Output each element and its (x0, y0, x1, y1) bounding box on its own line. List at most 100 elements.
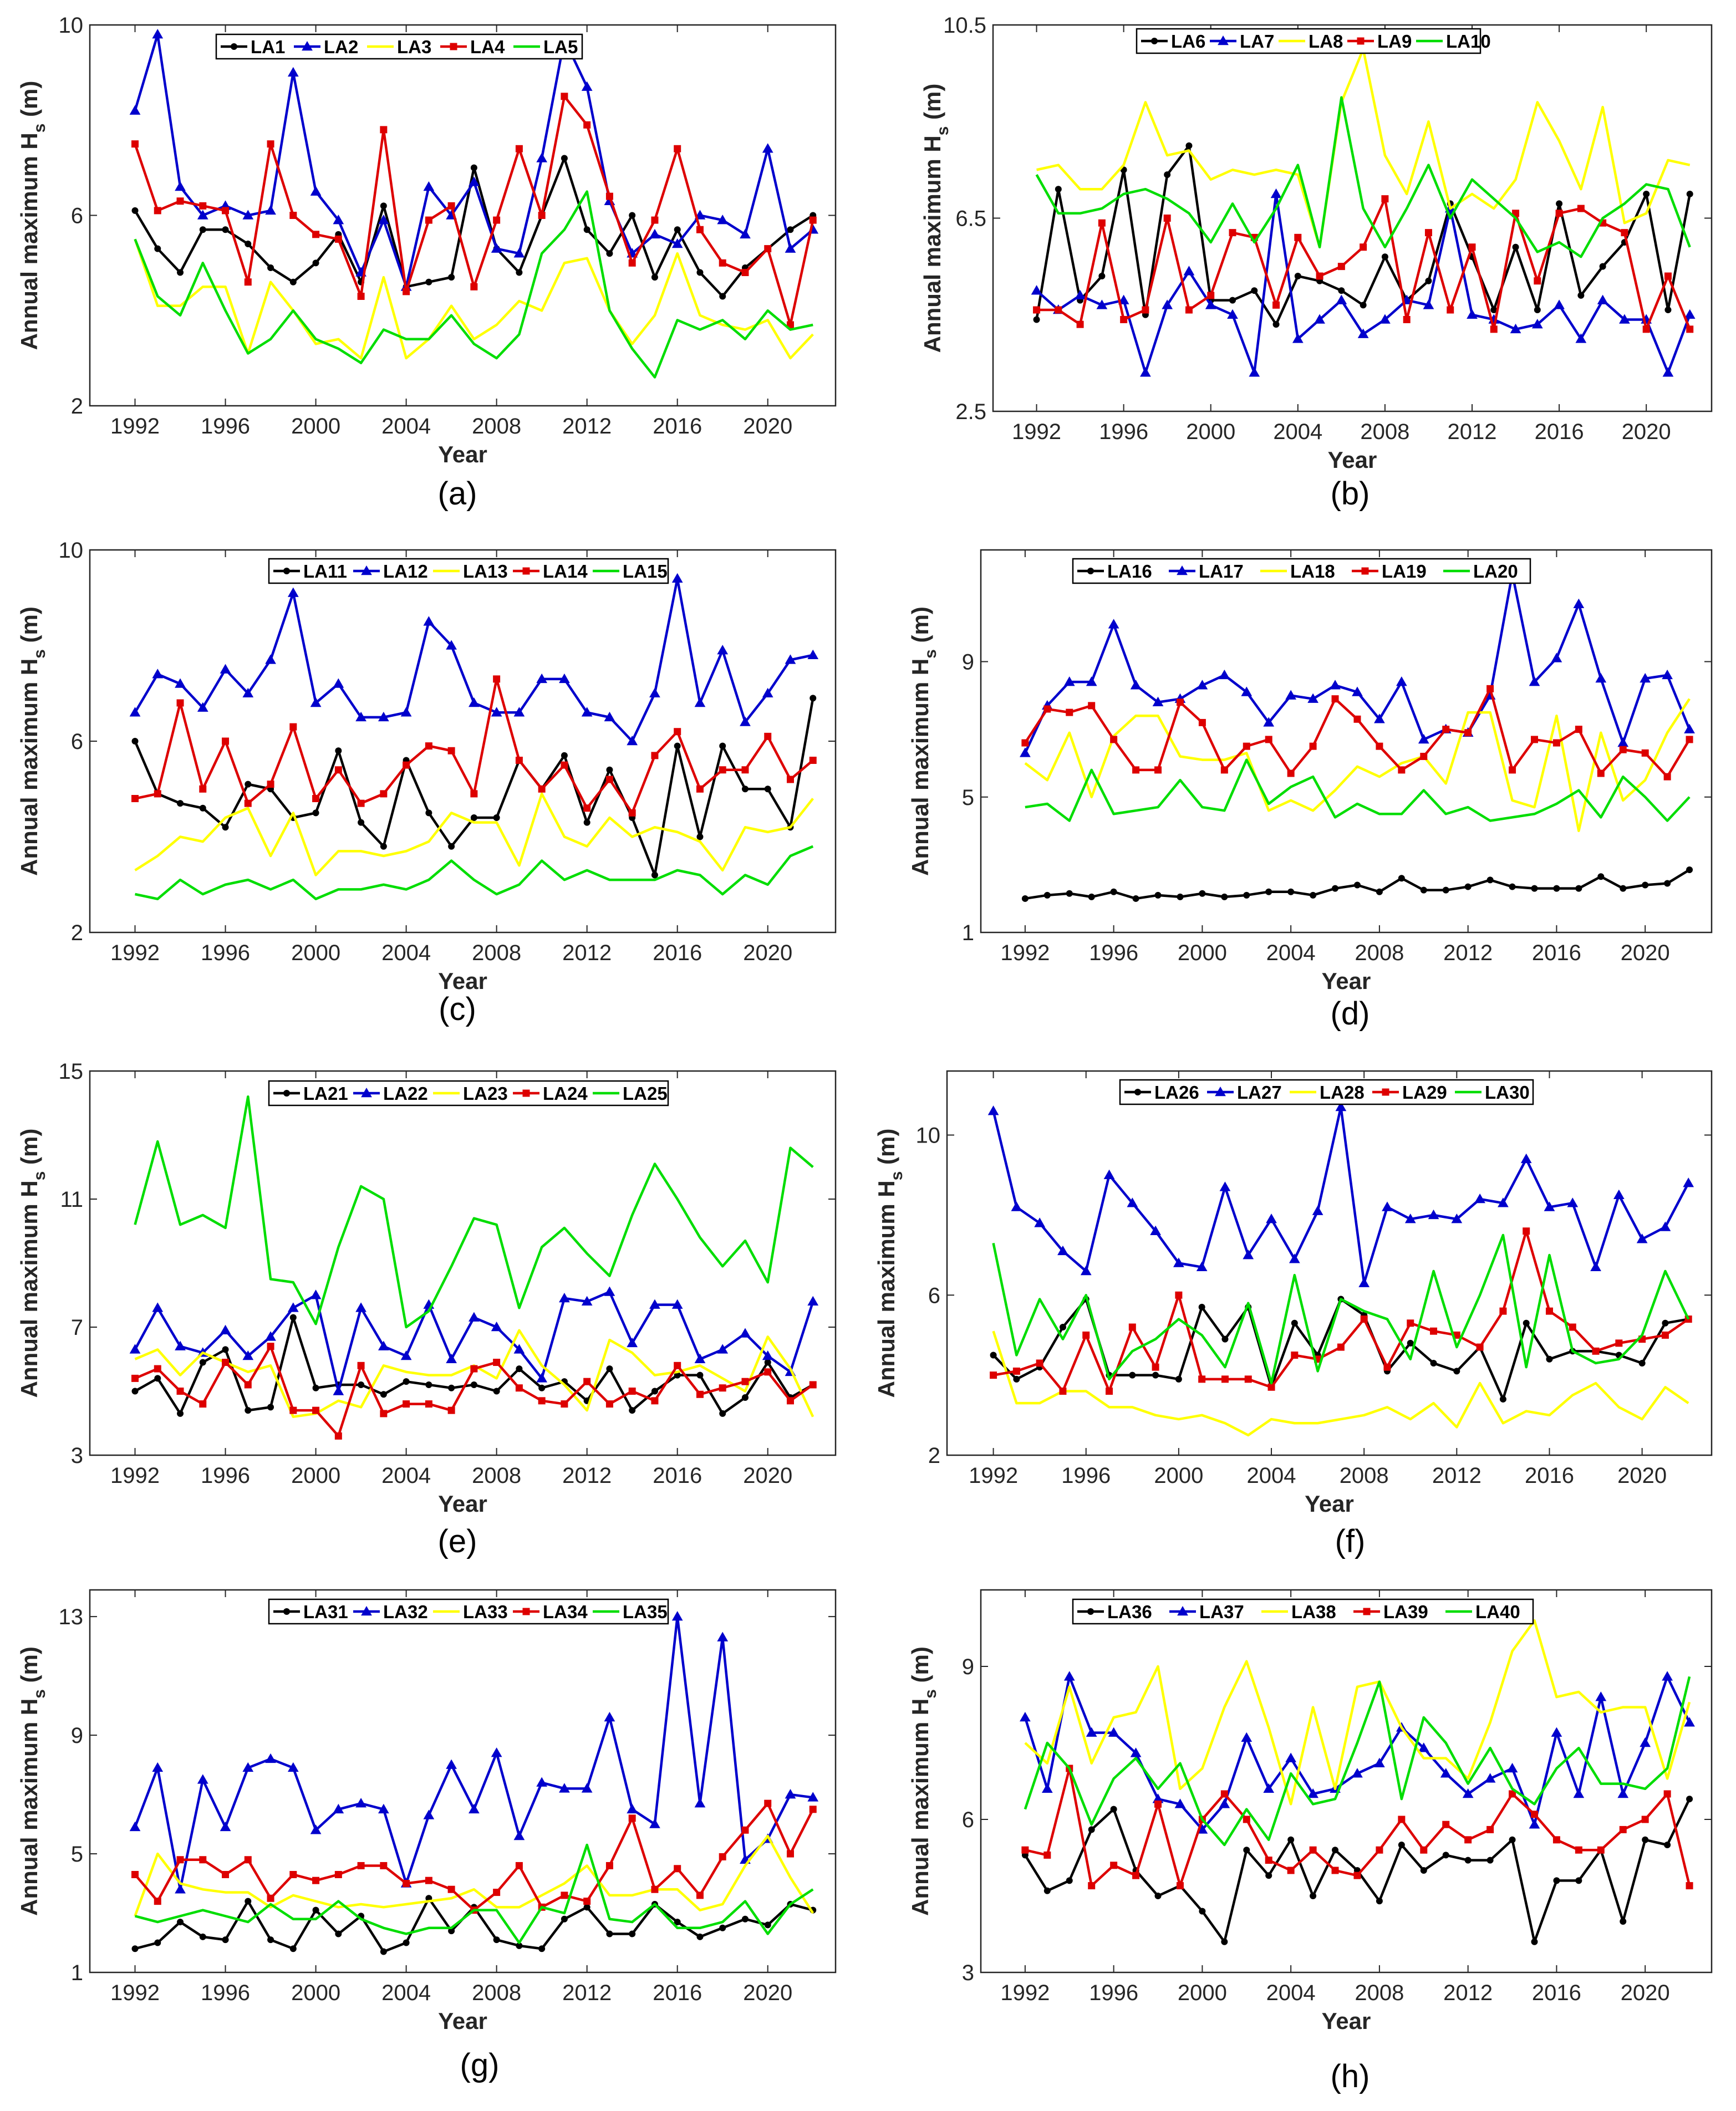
panel-h-line-la40 (1024, 1676, 1691, 1847)
panel-e-point-la24 (515, 1384, 523, 1392)
panel-b-point-la7 (1379, 314, 1391, 324)
panel-b-point-la9 (1076, 320, 1084, 328)
panel-e-point-la24 (403, 1400, 410, 1408)
panel-h-point-la36 (1043, 1887, 1051, 1894)
panel-d-point-la17 (1418, 733, 1429, 744)
panel-a-ylabel: Annual maximum Hs (m) (16, 81, 49, 350)
panel-g-point-la32 (175, 1884, 186, 1894)
panel-f-ylabel-sub: s (888, 1171, 906, 1181)
panel-f-point-la27 (1683, 1177, 1694, 1187)
panel-a-point-la1 (245, 241, 252, 248)
panel-e-point-la24 (651, 1397, 659, 1405)
panel-d-point-la16 (1642, 881, 1649, 889)
panel-h-point-la37 (1662, 1671, 1673, 1681)
panel-a-point-la2 (378, 215, 389, 225)
panel-g-point-la31 (267, 1936, 274, 1944)
panel-d-point-la16 (1353, 881, 1361, 889)
panel-b-legend-label-la9: LA9 (1377, 31, 1412, 52)
panel-c-point-la12 (740, 716, 751, 726)
panel-f-point-la26 (1059, 1324, 1066, 1330)
panel-a-point-la4 (334, 235, 342, 243)
panel-c-point-la11 (448, 843, 455, 850)
panel-b-point-la7 (1597, 294, 1608, 304)
panel-g-ylabel: Annual maximum Hs (m) (16, 1646, 49, 1916)
panel-c-point-la12 (807, 649, 819, 659)
panel-g-point-la31 (583, 1904, 590, 1911)
panel-a-point-la4 (515, 145, 523, 152)
panel-c-point-la14 (289, 723, 297, 731)
panel-e-point-la22 (469, 1312, 480, 1322)
panel-b-point-la6 (1664, 307, 1672, 314)
panel-d-point-la17 (1396, 676, 1407, 686)
panel-h-point-la37 (1108, 1727, 1119, 1737)
panel-c-point-la14 (334, 766, 342, 774)
panel-a-point-la1 (199, 226, 206, 233)
panel-h-point-la36 (1243, 1847, 1250, 1854)
panel-c-legend-label-la13: LA13 (463, 561, 508, 582)
panel-b-point-la9 (1664, 272, 1672, 280)
panel-d-point-la16 (1110, 888, 1117, 895)
panel-d-point-la16 (1177, 893, 1184, 900)
panel-d-xtick-label: 2020 (1621, 941, 1670, 965)
panel-d-line-la20 (1025, 758, 1691, 822)
panel-g-ytick-label: 1 (71, 1961, 83, 1985)
panel-d-point-la17 (1529, 676, 1540, 686)
panel-a-point-la2 (287, 67, 299, 77)
panel-d-point-la19 (1088, 702, 1096, 710)
panel-h-series-la40 (1024, 1676, 1691, 1847)
panel-e-point-la21 (470, 1381, 477, 1388)
panel-a-legend-label-la2: LA2 (324, 37, 358, 57)
panel-c-point-la14 (538, 785, 546, 793)
panel-d-point-la19 (1376, 742, 1383, 750)
panel-g-series-la35 (134, 1843, 814, 1944)
panel-c-xtick-label: 2016 (653, 941, 702, 965)
panel-f-ytick-label: 2 (928, 1444, 940, 1468)
panel-f-point-la27 (1150, 1225, 1161, 1235)
panel-b-xtick-label: 2000 (1186, 420, 1235, 444)
panel-f-point-la27 (1057, 1245, 1068, 1256)
panel-h-point-la39 (1110, 1862, 1118, 1869)
panel-a-point-la1 (177, 269, 184, 276)
panel-f-series-la27 (987, 1101, 1694, 1287)
panel-b-point-la7 (1336, 294, 1347, 304)
panel-a-point-la4 (425, 216, 432, 224)
panel-c-point-la11 (764, 786, 771, 793)
panel-e-point-la22 (559, 1293, 570, 1303)
panel-c-point-la14 (267, 781, 274, 788)
panel-c-point-la12 (627, 735, 638, 746)
panel-f-point-la29 (1383, 1363, 1391, 1371)
panel-g-point-la34 (267, 1894, 274, 1902)
panel-b-legend-marker-la6 (1151, 38, 1158, 44)
panel-d-ylabel: Annual maximum Hs (m) (907, 606, 940, 876)
panel-d-point-la16 (1310, 891, 1317, 899)
panel-d-point-la16 (1420, 886, 1427, 894)
panel-h-ytick-label: 6 (962, 1808, 974, 1832)
panel-f-point-la26 (1546, 1355, 1553, 1363)
panel-g-point-la32 (333, 1803, 344, 1814)
panel-b-point-la9 (1294, 233, 1302, 241)
panel-d-point-la16 (1597, 873, 1605, 880)
panel-f-point-la26 (1430, 1359, 1437, 1366)
panel-a-point-la2 (740, 228, 751, 239)
panel-c-series-la15 (135, 845, 814, 900)
panel-f-point-la27 (1636, 1233, 1648, 1243)
panel-d-point-la17 (1595, 673, 1607, 683)
panel-a-point-la4 (154, 207, 161, 215)
panel-f-point-la26 (990, 1352, 997, 1359)
panel-b-point-la9 (1272, 301, 1280, 309)
panel-g-point-la32 (446, 1759, 457, 1769)
panel-d-point-la17 (1152, 696, 1164, 707)
panel-a-point-la2 (197, 210, 208, 220)
panel-f-point-la29 (1291, 1352, 1299, 1359)
panel-b-point-la9 (1447, 306, 1454, 314)
panel-f-point-la26 (1407, 1339, 1414, 1347)
panel-f-point-la27 (1544, 1201, 1555, 1211)
panel-f-point-la27 (1196, 1261, 1208, 1271)
panel-e-point-la22 (310, 1289, 322, 1299)
panel-d-point-la16 (1132, 895, 1139, 902)
panel-b-point-la9 (1360, 243, 1367, 251)
panel-h-point-la37 (1484, 1773, 1496, 1783)
panel-f-point-la29 (1267, 1383, 1275, 1391)
panel-g-point-la34 (131, 1870, 139, 1878)
panel-c-point-la14 (651, 752, 659, 759)
